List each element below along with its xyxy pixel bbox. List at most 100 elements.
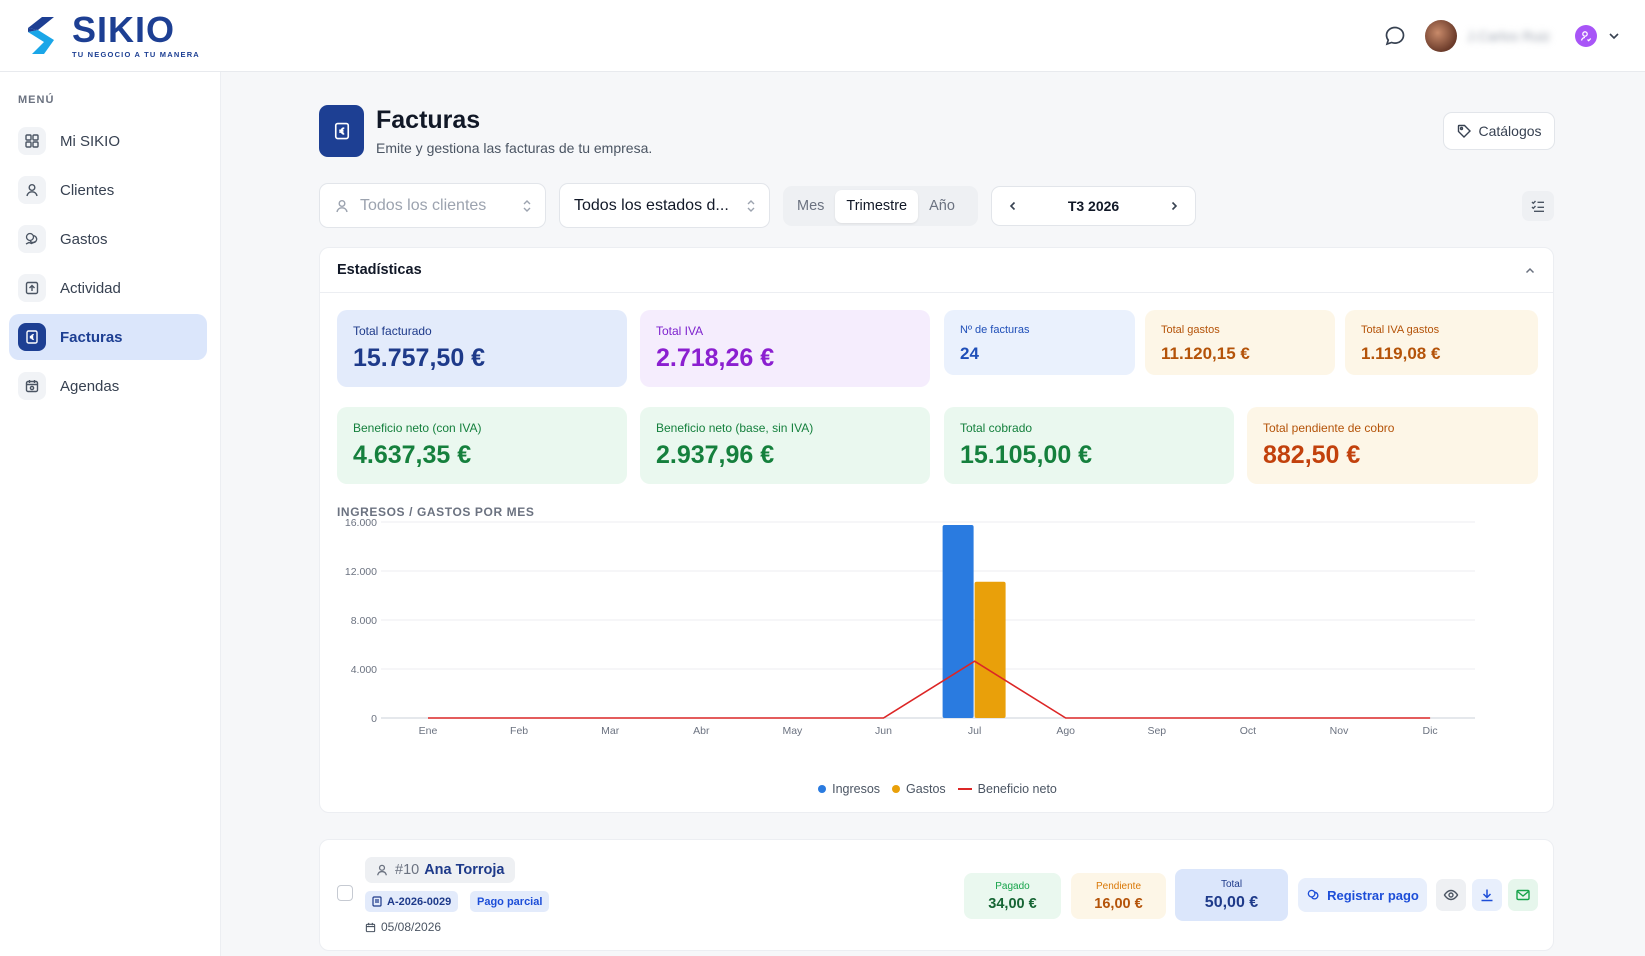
logo-mark-icon [28,16,54,54]
client-filter-select[interactable]: Todos los clientes [319,183,546,228]
amount-value: 50,00 € [1204,893,1259,911]
chevron-right-icon[interactable] [1165,197,1183,215]
period-month-button[interactable]: Mes [797,198,825,214]
catalog-button-label: Catálogos [1478,123,1542,139]
legend-swatch [818,785,827,793]
coins-icon [1307,889,1319,899]
chevron-left-icon[interactable] [1004,197,1022,215]
stat-total-gastos: Total gastos 11.120,15 € [1145,310,1335,375]
amount-label: Pagado [995,880,1030,892]
sidebar-item-agendas[interactable]: Agendas [9,363,207,409]
sidebar-item-label: Agendas [60,377,120,395]
page-invoice-icon [319,105,364,157]
invoice-number-badge: A-2026-0029 [365,891,459,912]
x-tick-label: Dic [1423,725,1438,737]
legend-item-beneficio[interactable]: Beneficio neto [957,782,1057,796]
catalog-button[interactable]: Catálogos [1443,112,1555,150]
legend-label: Beneficio neto [977,782,1057,796]
legend-swatch [957,788,972,790]
chat-icon[interactable] [1383,24,1407,48]
stat-num-facturas: Nº de facturas 24 [944,310,1135,375]
invoice-card[interactable]: #10 Ana Torroja A-2026-0029 Pago parcial… [319,839,1554,951]
stat-label: Total cobrado [960,421,1033,435]
sidebar-item-gastos[interactable]: Gastos [9,216,207,262]
chart-title: INGRESOS / GASTOS POR MES [337,505,535,519]
logo[interactable]: SIKIO TU NEGOCIO A TU MANERA [24,12,200,59]
legend-item-ingresos[interactable]: Ingresos [818,782,880,796]
register-payment-label: Registrar pago [1327,887,1419,903]
user-badge-icon[interactable] [1575,25,1597,47]
avatar[interactable] [1425,20,1457,52]
stat-label: Total IVA gastos [1361,324,1440,336]
invoice-icon [18,323,46,351]
sidebar-item-label: Gastos [60,230,108,248]
sidebar-item-clientes[interactable]: Clientes [9,167,207,213]
status-badge: Pago parcial [470,891,550,912]
x-tick-label: Abr [693,725,710,737]
sidebar-item-mi-sikio[interactable]: Mi SIKIO [9,118,207,164]
menu-label: MENÚ [18,94,55,106]
stat-value: 2.937,96 € [656,441,775,469]
select-arrows-icon [747,200,755,212]
mail-icon[interactable] [1508,879,1538,911]
page-title: Facturas [376,106,481,134]
stat-beneficio-sin-iva: Beneficio neto (base, sin IVA) 2.937,96 … [640,407,930,484]
amount-pending: Pendiente 16,00 € [1071,873,1166,919]
legend-item-gastos[interactable]: Gastos [892,782,946,796]
x-tick-label: Ago [1056,725,1075,737]
document-icon [372,896,382,907]
y-tick-label: 16.000 [345,517,377,529]
y-tick-label: 4.000 [351,664,377,676]
register-payment-button[interactable]: Registrar pago [1298,878,1427,912]
client-number: #10 [395,862,420,878]
status-filter-select[interactable]: Todos los estados d... [559,183,770,228]
sidebar-item-label: Clientes [60,181,115,199]
user-icon [376,864,388,876]
stat-label: Total gastos [1161,324,1220,336]
period-quarter-button[interactable]: Trimestre [835,189,919,223]
stat-value: 882,50 € [1263,441,1361,469]
period-navigator: T3 2026 [991,186,1196,226]
stat-label: Beneficio neto (con IVA) [353,421,482,435]
amount-total: Total 50,00 € [1175,869,1288,921]
stats-panel: Estadísticas Total facturado 15.757,50 €… [319,247,1554,813]
download-icon[interactable] [1472,879,1502,911]
stat-label: Total pendiente de cobro [1263,421,1395,435]
stat-value: 15.757,50 € [353,344,486,372]
client-name: Ana Torroja [424,862,505,878]
checklist-icon[interactable] [1522,191,1554,221]
stat-beneficio-con-iva: Beneficio neto (con IVA) 4.637,35 € [337,407,627,484]
legend-label: Gastos [906,782,946,796]
stat-label: Total facturado [353,324,432,338]
x-tick-label: Jul [968,725,981,737]
x-tick-label: Ene [419,725,438,737]
chevron-down-icon[interactable] [1607,29,1621,43]
chevron-up-icon[interactable] [1521,262,1539,280]
select-arrows-icon [523,200,531,212]
y-tick-label: 0 [371,713,377,725]
invoice-date-value: 05/08/2026 [381,920,442,934]
top-bar: SIKIO TU NEGOCIO A TU MANERA J.Carlos Ru… [0,0,1645,72]
sidebar-item-facturas[interactable]: Facturas [9,314,207,360]
stats-title: Estadísticas [320,248,1553,293]
page-subtitle: Emite y gestiona las facturas de tu empr… [376,140,653,156]
stat-value: 4.637,35 € [353,441,472,469]
amount-label: Pendiente [1095,880,1142,892]
status-filter-value: Todos los estados d... [574,196,729,214]
period-year-button[interactable]: Año [929,198,955,214]
brand-name: SIKIO [72,9,176,50]
coins-icon [18,225,46,253]
stat-value: 15.105,00 € [960,441,1093,469]
sidebar-item-label: Facturas [60,328,123,346]
invoice-checkbox[interactable] [337,885,353,901]
invoice-client-chip[interactable]: #10 Ana Torroja [365,857,515,883]
x-tick-label: Nov [1330,725,1349,737]
eye-icon[interactable] [1436,879,1466,911]
period-segmented-control: Mes Trimestre Año [783,186,978,226]
y-tick-label: 12.000 [345,566,377,578]
invoice-date: 05/08/2026 [365,920,441,934]
stat-total-pendiente: Total pendiente de cobro 882,50 € [1247,407,1538,484]
invoice-number: A-2026-0029 [387,895,452,908]
user-name[interactable]: J.Carlos Ruiz [1467,28,1551,44]
sidebar-item-actividad[interactable]: Actividad [9,265,207,311]
